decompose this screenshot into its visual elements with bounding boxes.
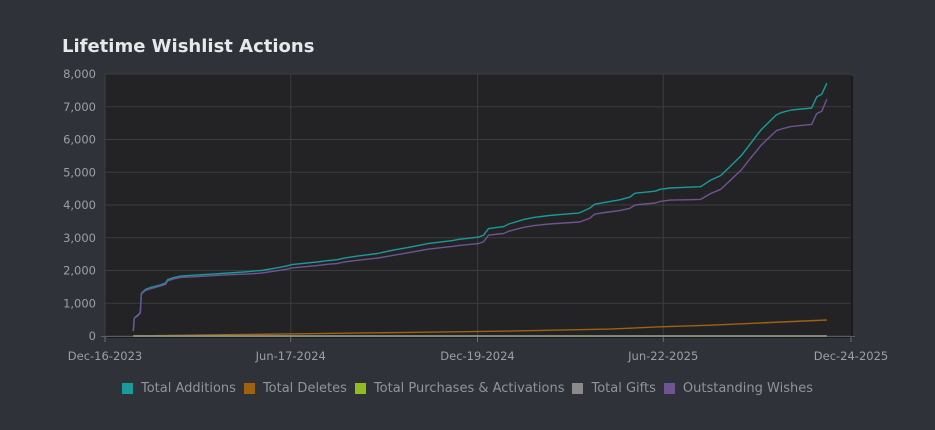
legend-label: Total Purchases & Activations	[373, 381, 565, 396]
y-tick-label: 7,000	[63, 100, 96, 114]
legend-swatch	[354, 383, 366, 394]
series-line-outstanding-wishes	[132, 98, 828, 332]
x-tick-label: Dec-24-2025	[814, 349, 888, 363]
legend-swatch	[572, 383, 584, 394]
chart-grid	[105, 73, 853, 338]
legend-item-total-additions[interactable]: Total Additions	[121, 381, 236, 396]
legend-label: Outstanding Wishes	[682, 381, 813, 396]
legend-label: Total Additions	[140, 381, 236, 396]
legend-swatch	[663, 383, 675, 394]
y-tick-label: 5,000	[63, 165, 96, 179]
legend-swatch	[243, 383, 255, 394]
y-tick-label: 8,000	[63, 67, 96, 81]
legend-label: Total Gifts	[591, 381, 656, 396]
y-tick-label: 0	[89, 329, 96, 343]
x-tick-label: Jun-22-2025	[627, 349, 698, 363]
series-line-total-deletes	[133, 319, 827, 337]
chart-title: Lifetime Wishlist Actions	[62, 36, 315, 57]
y-tick-label: 1,000	[63, 296, 96, 310]
legend-item-outstanding-wishes[interactable]: Outstanding Wishes	[663, 381, 813, 396]
y-tick-label: 4,000	[63, 198, 96, 212]
series-line-total-additions	[132, 82, 828, 332]
y-tick-label: 2,000	[63, 264, 96, 278]
x-tick-label: Dec-16-2023	[68, 349, 142, 363]
x-tick-label: Dec-19-2024	[440, 349, 514, 363]
legend-label: Total Deletes	[262, 381, 347, 396]
y-tick-label: 3,000	[63, 231, 96, 245]
chart-series-lines	[132, 82, 828, 337]
legend-swatch	[121, 383, 133, 394]
legend-item-total-purchases-activations[interactable]: Total Purchases & Activations	[354, 381, 565, 396]
chart-legend: Total Additions Total Deletes Total Purcha…	[0, 381, 935, 396]
legend-item-total-deletes[interactable]: Total Deletes	[243, 381, 347, 396]
y-tick-label: 6,000	[63, 133, 96, 147]
legend-item-total-gifts[interactable]: Total Gifts	[572, 381, 656, 396]
x-tick-label: Jun-17-2024	[255, 349, 326, 363]
